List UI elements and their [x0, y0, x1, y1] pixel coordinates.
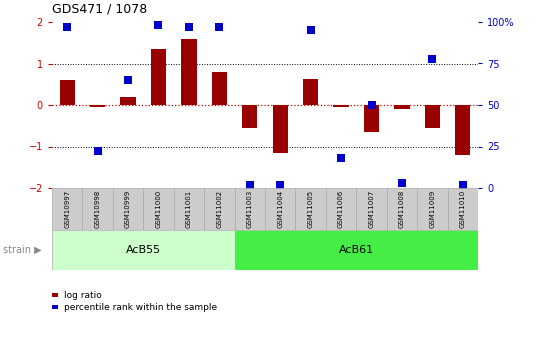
Text: GSM11000: GSM11000 [155, 190, 161, 228]
Text: GSM11006: GSM11006 [338, 190, 344, 228]
Bar [417, 188, 448, 230]
Text: AcB61: AcB61 [339, 245, 374, 255]
Bar [113, 188, 143, 230]
Bar [242, 105, 257, 128]
Point [458, 182, 467, 187]
Text: GSM11007: GSM11007 [369, 190, 374, 228]
Text: GSM11001: GSM11001 [186, 190, 192, 228]
Bar [204, 188, 235, 230]
Bar [174, 188, 204, 230]
Bar [265, 188, 295, 230]
Bar [273, 105, 288, 153]
Text: GSM11003: GSM11003 [247, 190, 253, 228]
Bar [60, 80, 75, 105]
Point [306, 28, 315, 33]
Bar [356, 188, 387, 230]
Bar [143, 188, 174, 230]
Text: strain ▶: strain ▶ [3, 245, 41, 255]
Bar [424, 105, 440, 128]
Text: GSM11002: GSM11002 [216, 190, 222, 228]
Bar [455, 105, 470, 155]
Bar [90, 105, 105, 107]
Point [398, 180, 406, 186]
Text: GSM11004: GSM11004 [277, 190, 283, 228]
Bar [394, 105, 409, 109]
Point [154, 22, 163, 28]
Bar [364, 105, 379, 132]
Point [276, 182, 285, 187]
Bar [235, 188, 265, 230]
Bar [334, 105, 349, 107]
Bar [448, 188, 478, 230]
Text: GSM10998: GSM10998 [95, 190, 101, 228]
Point [367, 102, 376, 108]
Bar [82, 188, 113, 230]
Bar [121, 97, 136, 105]
Bar [387, 188, 417, 230]
Point [124, 77, 132, 83]
Point [337, 155, 345, 161]
Bar [52, 188, 82, 230]
Bar [326, 188, 356, 230]
Text: GSM10999: GSM10999 [125, 190, 131, 228]
Text: GSM11005: GSM11005 [308, 190, 314, 228]
Point [63, 24, 72, 30]
Bar [235, 230, 478, 270]
Text: GSM11008: GSM11008 [399, 190, 405, 228]
Bar [52, 230, 235, 270]
Text: GSM11010: GSM11010 [460, 190, 466, 228]
Text: percentile rank within the sample: percentile rank within the sample [63, 303, 217, 312]
Point [93, 149, 102, 154]
Point [245, 182, 254, 187]
Bar [212, 72, 227, 105]
Bar [295, 188, 326, 230]
Text: GSM10997: GSM10997 [64, 190, 70, 228]
Bar [303, 79, 318, 105]
Text: log ratio: log ratio [63, 290, 101, 299]
Bar [151, 49, 166, 105]
Text: GDS471 / 1078: GDS471 / 1078 [52, 2, 147, 15]
Point [215, 24, 224, 30]
Point [428, 56, 437, 61]
Point [185, 24, 193, 30]
Text: GSM11009: GSM11009 [429, 190, 435, 228]
Bar [181, 39, 196, 105]
Text: AcB55: AcB55 [126, 245, 161, 255]
